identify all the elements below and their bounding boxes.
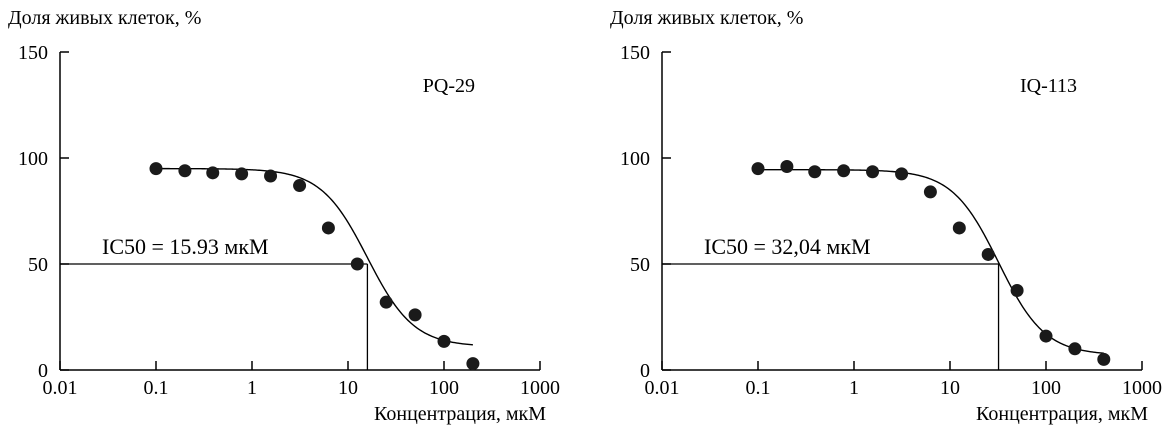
data-point — [1097, 352, 1111, 366]
data-point — [466, 357, 480, 371]
data-point — [379, 295, 393, 309]
data-point — [350, 257, 364, 271]
x-tick-label: 10 — [940, 377, 960, 399]
data-point — [1010, 284, 1024, 297]
x-tick-label: 1 — [247, 377, 257, 399]
data-point — [751, 162, 765, 176]
compound-label: IQ-113 — [1020, 75, 1077, 97]
x-tick-label: 0.1 — [144, 377, 169, 399]
y-tick-label: 0 — [38, 360, 48, 382]
y-axis-title: Доля живых клеток, % — [610, 7, 803, 29]
ic50-label: IC50 = 15.93 мкМ — [102, 234, 269, 259]
y-tick-label: 50 — [630, 254, 650, 276]
data-point — [408, 308, 422, 322]
compound-label: PQ-29 — [423, 75, 475, 97]
data-point — [837, 164, 851, 178]
y-tick-label: 100 — [620, 148, 650, 170]
x-tick-label: 10 — [338, 377, 358, 399]
x-tick-label: 1 — [849, 377, 859, 399]
data-point — [149, 162, 163, 176]
x-tick-label: 0.01 — [645, 377, 680, 399]
data-point — [264, 169, 278, 183]
x-tick-label: 1000 — [520, 377, 560, 399]
ic50-label: IC50 = 32,04 мкМ — [704, 234, 871, 259]
data-point — [866, 165, 880, 179]
data-point — [981, 247, 995, 261]
x-tick-label: 0.01 — [43, 377, 78, 399]
y-axis-title: Доля живых клеток, % — [8, 7, 201, 29]
data-point — [293, 179, 307, 193]
x-tick-label: 100 — [1031, 377, 1061, 399]
data-point — [235, 167, 249, 181]
data-point — [923, 185, 937, 199]
data-point — [808, 165, 822, 179]
data-point — [321, 221, 335, 235]
y-tick-label: 150 — [620, 42, 650, 64]
data-point — [206, 166, 220, 180]
data-point — [1039, 329, 1053, 343]
data-point — [178, 164, 192, 178]
x-tick-label: 1000 — [1122, 377, 1162, 399]
x-tick-label: 100 — [429, 377, 459, 399]
data-point — [437, 334, 451, 348]
data-point — [780, 159, 794, 173]
y-tick-label: 150 — [18, 42, 48, 64]
x-axis-title: Концентрация, мкМ — [976, 403, 1148, 425]
y-tick-label: 0 — [640, 360, 650, 382]
x-axis-title: Концентрация, мкМ — [374, 403, 546, 425]
data-point — [1068, 342, 1082, 356]
y-tick-label: 50 — [28, 254, 48, 276]
x-tick-label: 0.1 — [746, 377, 771, 399]
y-tick-label: 100 — [18, 148, 48, 170]
data-point — [895, 167, 909, 181]
data-point — [952, 221, 966, 235]
